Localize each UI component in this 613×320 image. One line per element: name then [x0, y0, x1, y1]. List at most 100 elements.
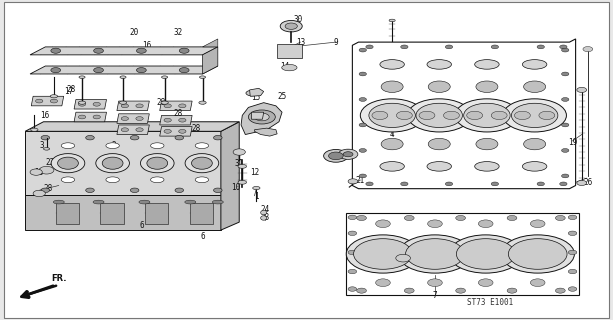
Polygon shape	[74, 112, 107, 122]
Text: 21: 21	[356, 176, 365, 185]
Circle shape	[381, 81, 403, 92]
Ellipse shape	[185, 154, 219, 173]
Circle shape	[401, 45, 408, 49]
Ellipse shape	[106, 143, 120, 148]
Text: 28: 28	[66, 85, 75, 94]
Ellipse shape	[78, 101, 86, 104]
Circle shape	[164, 104, 172, 108]
Circle shape	[41, 135, 50, 140]
Text: 28: 28	[192, 124, 201, 132]
Text: 6: 6	[200, 232, 205, 241]
Circle shape	[562, 123, 569, 127]
Circle shape	[366, 45, 373, 49]
Circle shape	[346, 235, 420, 273]
Circle shape	[406, 239, 464, 269]
Circle shape	[539, 111, 555, 120]
Circle shape	[503, 99, 566, 132]
Circle shape	[51, 68, 61, 73]
Circle shape	[376, 220, 390, 228]
Circle shape	[137, 68, 147, 73]
Circle shape	[478, 279, 493, 286]
Text: 7: 7	[433, 291, 437, 300]
Circle shape	[93, 102, 101, 106]
Circle shape	[131, 135, 139, 140]
Text: 25: 25	[278, 92, 287, 101]
Circle shape	[456, 239, 515, 269]
Ellipse shape	[261, 210, 267, 215]
Circle shape	[348, 287, 357, 291]
Circle shape	[175, 188, 183, 193]
Circle shape	[357, 215, 367, 220]
Ellipse shape	[106, 177, 120, 183]
Ellipse shape	[253, 187, 260, 190]
Circle shape	[359, 72, 367, 76]
Circle shape	[366, 182, 373, 186]
Circle shape	[348, 215, 357, 220]
Polygon shape	[30, 66, 218, 74]
Circle shape	[175, 135, 183, 140]
Text: 14: 14	[281, 61, 290, 70]
Ellipse shape	[380, 60, 405, 69]
Text: ST73 E1001: ST73 E1001	[467, 298, 513, 307]
Bar	[236, 18, 313, 122]
Ellipse shape	[51, 154, 85, 173]
Circle shape	[560, 182, 567, 186]
Circle shape	[39, 166, 54, 174]
Text: 19: 19	[568, 138, 577, 147]
Text: 31: 31	[235, 159, 244, 168]
Circle shape	[178, 104, 186, 108]
Circle shape	[254, 113, 269, 121]
Circle shape	[562, 72, 569, 76]
Circle shape	[428, 220, 442, 228]
Circle shape	[560, 45, 567, 49]
Circle shape	[478, 220, 493, 228]
Ellipse shape	[61, 143, 75, 148]
Circle shape	[511, 103, 558, 127]
Circle shape	[508, 239, 567, 269]
Ellipse shape	[120, 101, 127, 104]
Bar	[19, 15, 248, 128]
Ellipse shape	[53, 200, 64, 204]
Polygon shape	[352, 39, 576, 189]
Circle shape	[136, 117, 143, 121]
Ellipse shape	[185, 200, 196, 204]
Circle shape	[577, 180, 587, 186]
Circle shape	[51, 48, 61, 53]
Polygon shape	[74, 100, 107, 109]
Circle shape	[78, 115, 86, 119]
Ellipse shape	[191, 157, 212, 169]
Circle shape	[338, 149, 358, 159]
Circle shape	[562, 98, 569, 101]
Text: 2: 2	[112, 141, 116, 150]
Circle shape	[131, 188, 139, 193]
Polygon shape	[117, 125, 150, 134]
Text: 11: 11	[262, 127, 272, 136]
Text: 9: 9	[333, 38, 338, 47]
Ellipse shape	[151, 143, 164, 148]
Text: 24: 24	[261, 205, 270, 214]
Circle shape	[396, 254, 411, 262]
Circle shape	[36, 99, 43, 103]
Circle shape	[455, 215, 465, 220]
Polygon shape	[251, 112, 264, 119]
Circle shape	[348, 179, 358, 184]
Circle shape	[121, 117, 129, 121]
Circle shape	[562, 174, 569, 178]
Text: 13: 13	[295, 38, 305, 47]
Circle shape	[136, 128, 143, 132]
Text: 30: 30	[294, 15, 303, 24]
Ellipse shape	[199, 101, 206, 104]
Polygon shape	[254, 128, 277, 136]
Circle shape	[568, 250, 577, 255]
Circle shape	[428, 81, 450, 92]
Ellipse shape	[522, 162, 547, 171]
Circle shape	[324, 149, 348, 162]
Text: 6: 6	[139, 221, 143, 230]
Ellipse shape	[474, 162, 499, 171]
Ellipse shape	[282, 64, 297, 71]
Circle shape	[354, 239, 413, 269]
Ellipse shape	[427, 162, 451, 171]
Ellipse shape	[96, 154, 129, 173]
Circle shape	[213, 135, 222, 140]
Circle shape	[507, 288, 517, 293]
